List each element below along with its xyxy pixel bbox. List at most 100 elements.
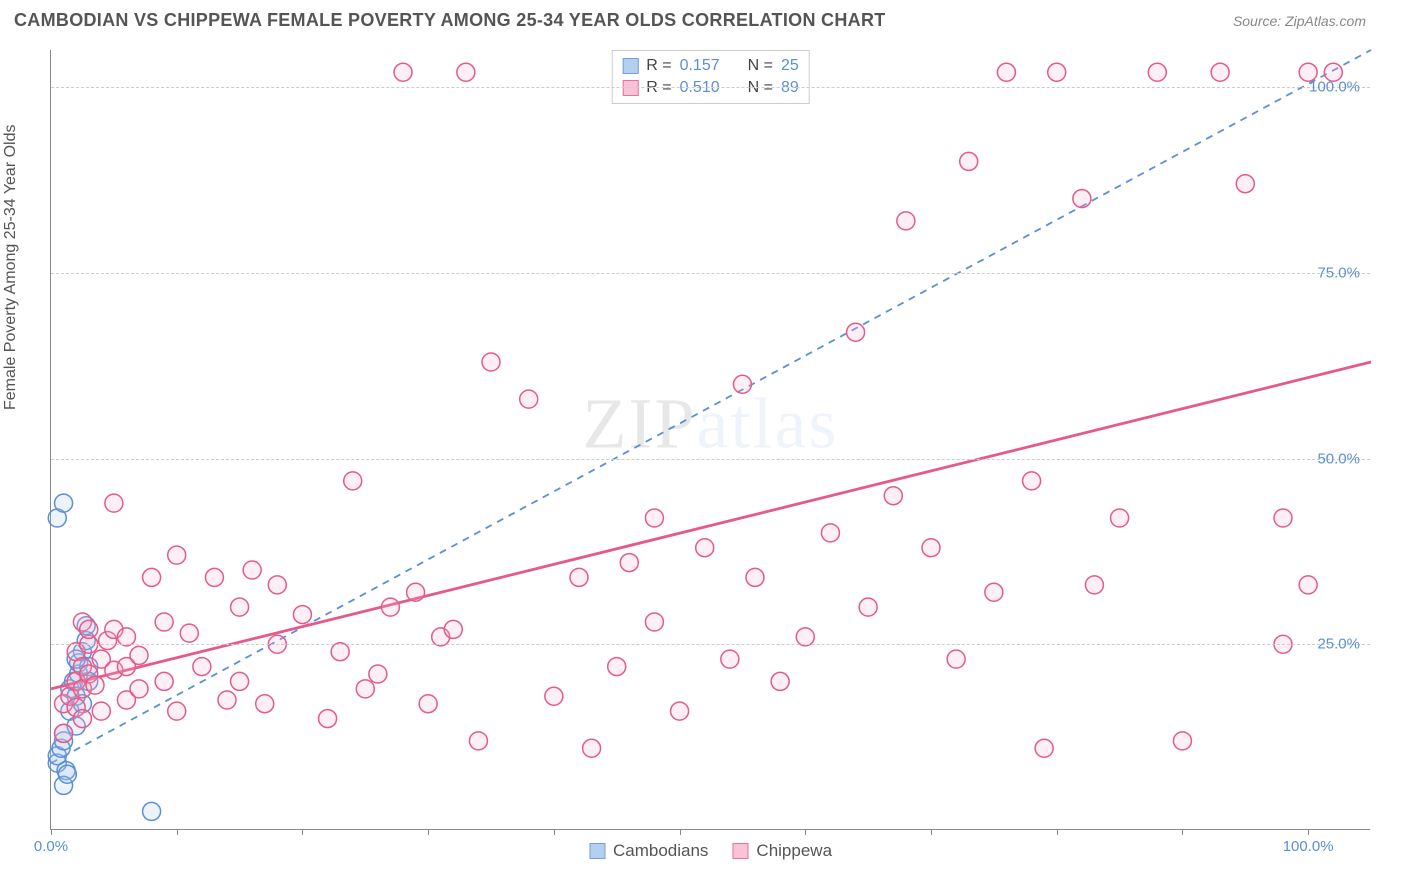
legend-r-label: R =: [646, 57, 671, 75]
scatter-point: [583, 739, 601, 757]
source-label: Source: ZipAtlas.com: [1233, 13, 1366, 29]
scatter-point: [608, 658, 626, 676]
scatter-point: [1148, 63, 1166, 81]
legend-series-item: Cambodians: [589, 841, 708, 861]
scatter-point: [960, 152, 978, 170]
scatter-point: [1173, 732, 1191, 750]
scatter-point: [1085, 576, 1103, 594]
legend-n-label: N =: [748, 57, 773, 75]
scatter-point: [58, 765, 76, 783]
x-tick-label: 0.0%: [34, 838, 68, 855]
x-tick: [177, 829, 178, 835]
scatter-point: [947, 650, 965, 668]
scatter-point: [319, 710, 337, 728]
trend-line: [51, 50, 1371, 763]
legend-series-item: Chippewa: [732, 841, 832, 861]
scatter-point: [155, 672, 173, 690]
scatter-point: [671, 702, 689, 720]
scatter-point: [1035, 739, 1053, 757]
scatter-point: [381, 598, 399, 616]
scatter-point: [570, 568, 588, 586]
scatter-point: [117, 628, 135, 646]
scatter-point: [520, 390, 538, 408]
scatter-point: [180, 624, 198, 642]
scatter-point: [369, 665, 387, 683]
scatter-point: [344, 472, 362, 490]
scatter-point: [821, 524, 839, 542]
y-axis-label: Female Poverty Among 25-34 Year Olds: [2, 125, 20, 411]
scatter-point: [733, 375, 751, 393]
scatter-point: [1299, 576, 1317, 594]
chart-plot-area: ZIPatlas R =0.157N =25R =0.510N =89 Camb…: [50, 50, 1370, 830]
scatter-point: [847, 323, 865, 341]
legend-series-name: Cambodians: [613, 841, 708, 861]
chart-title: CAMBODIAN VS CHIPPEWA FEMALE POVERTY AMO…: [14, 10, 886, 31]
legend-correlation-box: R =0.157N =25R =0.510N =89: [611, 50, 810, 104]
x-tick: [302, 829, 303, 835]
scatter-point: [193, 658, 211, 676]
scatter-point: [796, 628, 814, 646]
chart-header: CAMBODIAN VS CHIPPEWA FEMALE POVERTY AMO…: [0, 0, 1406, 31]
scatter-point: [168, 546, 186, 564]
legend-series-name: Chippewa: [756, 841, 832, 861]
scatter-point: [86, 676, 104, 694]
scatter-point: [218, 691, 236, 709]
scatter-point: [444, 620, 462, 638]
scatter-point: [243, 561, 261, 579]
scatter-point: [231, 672, 249, 690]
gridline-h: [51, 459, 1370, 460]
scatter-point: [256, 695, 274, 713]
scatter-point: [884, 487, 902, 505]
legend-swatch: [589, 843, 605, 859]
x-tick: [554, 829, 555, 835]
x-tick: [1182, 829, 1183, 835]
legend-swatch: [732, 843, 748, 859]
scatter-point: [859, 598, 877, 616]
x-tick: [805, 829, 806, 835]
scatter-point: [721, 650, 739, 668]
y-tick-label: 50.0%: [1317, 450, 1360, 467]
x-tick: [428, 829, 429, 835]
gridline-h: [51, 644, 1370, 645]
legend-r-value: 0.157: [680, 57, 720, 75]
scatter-point: [482, 353, 500, 371]
y-tick-label: 25.0%: [1317, 636, 1360, 653]
scatter-point: [143, 568, 161, 586]
scatter-point: [1073, 190, 1091, 208]
scatter-point: [356, 680, 374, 698]
legend-n-value: 25: [781, 57, 799, 75]
scatter-point: [1236, 175, 1254, 193]
legend-stat-row: R = 0.157 N = 25: [622, 55, 799, 77]
scatter-point: [545, 687, 563, 705]
scatter-point: [922, 539, 940, 557]
scatter-point: [205, 568, 223, 586]
x-tick: [680, 829, 681, 835]
scatter-point: [92, 702, 110, 720]
scatter-point: [130, 680, 148, 698]
scatter-point: [130, 646, 148, 664]
scatter-point: [897, 212, 915, 230]
scatter-point: [105, 494, 123, 512]
scatter-point: [997, 63, 1015, 81]
scatter-point: [1048, 63, 1066, 81]
scatter-point: [771, 672, 789, 690]
scatter-point: [168, 702, 186, 720]
y-tick-label: 100.0%: [1309, 79, 1360, 96]
scatter-point: [231, 598, 249, 616]
x-tick: [51, 829, 52, 835]
scatter-point: [620, 554, 638, 572]
scatter-point: [419, 695, 437, 713]
scatter-point: [331, 643, 349, 661]
scatter-point: [645, 509, 663, 527]
scatter-point: [1023, 472, 1041, 490]
x-tick: [1057, 829, 1058, 835]
scatter-point: [293, 606, 311, 624]
scatter-point: [1211, 63, 1229, 81]
y-tick-label: 75.0%: [1317, 264, 1360, 281]
scatter-point: [55, 494, 73, 512]
scatter-svg: [51, 50, 1370, 829]
scatter-point: [394, 63, 412, 81]
scatter-point: [55, 724, 73, 742]
scatter-point: [469, 732, 487, 750]
scatter-point: [155, 613, 173, 631]
